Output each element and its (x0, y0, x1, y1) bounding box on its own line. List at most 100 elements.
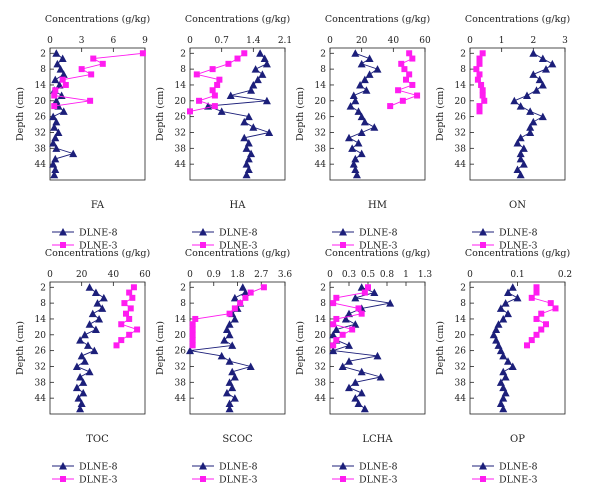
data-point-dlne-3 (126, 331, 133, 338)
data-point-dlne-3 (476, 60, 483, 67)
data-point-dlne-8 (499, 351, 508, 360)
data-point-dlne-3 (225, 60, 232, 67)
data-point-dlne-8 (51, 165, 60, 173)
y-tick-label: 32 (455, 128, 466, 138)
data-point-dlne-3 (59, 76, 66, 83)
data-point-dlne-8 (262, 59, 271, 68)
data-point-dlne-8 (510, 96, 519, 105)
legend-marker-dlne-8 (339, 462, 347, 470)
data-point-dlne-3 (479, 87, 486, 94)
legend-marker-dlne-3 (60, 476, 66, 482)
data-point-dlne-8 (501, 373, 510, 381)
data-point-dlne-8 (516, 102, 525, 110)
data-point-dlne-3 (528, 337, 535, 344)
data-point-dlne-8 (242, 170, 251, 179)
data-point-dlne-8 (329, 346, 338, 355)
data-point-dlne-3 (476, 108, 483, 115)
data-point-dlne-8 (88, 309, 97, 318)
x-tick-label: 40 (108, 270, 120, 280)
data-point-dlne-8 (225, 330, 234, 339)
data-point-dlne-8 (532, 86, 541, 94)
x-tick-label: 1.3 (418, 270, 433, 280)
data-point-dlne-8 (516, 149, 525, 158)
data-point-dlne-3 (196, 97, 203, 104)
data-point-dlne-8 (351, 96, 360, 105)
data-point-dlne-3 (476, 71, 483, 78)
data-point-dlne-8 (352, 170, 361, 179)
data-point-dlne-3 (538, 310, 545, 317)
data-point-dlne-3 (533, 315, 540, 322)
data-point-dlne-3 (409, 55, 416, 62)
data-point-dlne-8 (52, 49, 61, 57)
data-point-dlne-3 (231, 305, 238, 312)
data-point-dlne-8 (241, 288, 250, 297)
data-point-dlne-8 (538, 112, 547, 121)
y-tick-label: 32 (315, 362, 326, 372)
data-point-dlne-8 (529, 70, 538, 78)
data-point-dlne-8 (357, 388, 366, 397)
data-point-dlne-8 (496, 346, 505, 355)
y-axis-title: Depth (cm) (15, 87, 26, 141)
x-tick-label: 0 (187, 270, 193, 280)
y-tick-label: 20 (35, 331, 47, 341)
data-point-dlne-3 (192, 315, 199, 322)
data-point-dlne-8 (496, 304, 505, 312)
x-tick-label: 2.1 (278, 36, 292, 46)
data-point-dlne-8 (499, 404, 508, 413)
y-tick-label: 44 (35, 160, 47, 170)
legend-marker-dlne-3 (340, 242, 346, 248)
y-tick-label: 20 (175, 331, 187, 341)
data-point-dlne-3 (247, 289, 254, 296)
data-point-dlne-3 (552, 305, 559, 312)
data-point-dlne-8 (222, 325, 231, 334)
x-tick-label: 9 (142, 36, 148, 46)
data-point-dlne-3 (333, 337, 340, 344)
legend-marker-dlne-3 (480, 242, 486, 248)
data-point-dlne-3 (479, 92, 486, 99)
data-point-dlne-8 (72, 362, 81, 370)
data-point-dlne-8 (357, 283, 366, 291)
data-point-dlne-8 (332, 325, 341, 334)
data-point-dlne-8 (504, 288, 512, 297)
data-point-dlne-8 (253, 75, 262, 84)
data-point-dlne-3 (189, 331, 196, 338)
legend-label: DLNE-8 (219, 462, 258, 473)
data-point-dlne-3 (209, 87, 216, 94)
legend-label: DLNE-8 (359, 462, 398, 473)
x-tick-label: 0.2 (558, 270, 572, 280)
data-point-dlne-8 (499, 383, 508, 392)
y-axis-title: Depth (cm) (15, 321, 26, 375)
panel-label: FA (91, 200, 105, 211)
data-point-dlne-8 (226, 91, 235, 100)
data-point-dlne-8 (513, 139, 522, 147)
plot-frame (329, 47, 426, 181)
y-tick-label: 44 (315, 394, 327, 404)
data-point-dlne-3 (51, 103, 58, 110)
data-point-dlne-8 (523, 91, 531, 100)
data-point-dlne-8 (360, 117, 369, 126)
data-point-dlne-8 (56, 65, 65, 73)
y-tick-label: 26 (175, 347, 187, 357)
data-point-dlne-8 (345, 309, 353, 318)
data-point-dlne-8 (52, 144, 61, 152)
y-tick-label: 26 (315, 113, 327, 123)
data-point-dlne-8 (95, 314, 104, 323)
data-point-dlne-8 (504, 357, 512, 365)
x-axis-title: Concentrations (g/kg) (45, 14, 150, 25)
data-point-dlne-8 (492, 325, 501, 334)
data-point-dlne-3 (474, 76, 481, 83)
data-point-dlne-8 (354, 399, 363, 407)
x-tick-label: 3.6 (278, 270, 293, 280)
y-tick-label: 2 (320, 283, 326, 293)
data-point-dlne-8 (51, 154, 60, 163)
data-point-dlne-3 (476, 103, 483, 110)
panel-label: TOC (86, 434, 109, 445)
legend-marker-dlne-3 (60, 242, 66, 248)
data-point-dlne-8 (338, 362, 347, 370)
data-point-dlne-3 (398, 60, 405, 67)
x-tick-label: 0 (467, 36, 473, 46)
y-tick-label: 8 (40, 65, 46, 75)
x-tick-label: 0.8 (380, 270, 395, 280)
legend-label: DLNE-8 (499, 462, 538, 473)
data-point-dlne-8 (351, 49, 360, 57)
